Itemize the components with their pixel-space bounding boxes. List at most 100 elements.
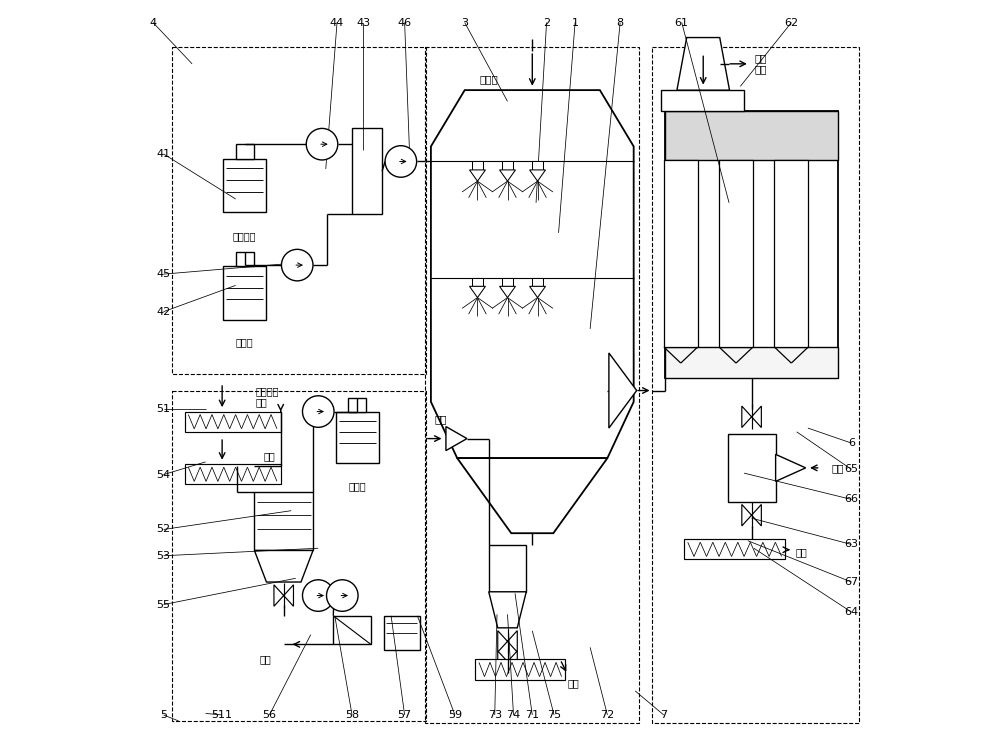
Text: 62: 62 — [784, 17, 798, 28]
Text: 工艺水: 工艺水 — [236, 337, 253, 348]
Polygon shape — [469, 170, 485, 181]
Polygon shape — [742, 505, 761, 526]
Circle shape — [306, 128, 338, 160]
Text: 74: 74 — [506, 710, 521, 720]
Bar — [652, 47, 859, 723]
Bar — [719, 161, 753, 347]
Text: 灰渣: 灰渣 — [260, 654, 272, 665]
Text: 59: 59 — [448, 710, 462, 720]
Polygon shape — [489, 592, 526, 628]
Bar — [336, 412, 379, 463]
Bar — [665, 111, 838, 161]
Polygon shape — [254, 550, 313, 582]
Text: 41: 41 — [156, 149, 171, 159]
Text: 64: 64 — [844, 607, 859, 617]
Text: 71: 71 — [525, 710, 539, 720]
Bar — [254, 492, 313, 550]
Text: 45: 45 — [156, 269, 171, 279]
Text: 灰渣: 灰渣 — [568, 678, 579, 689]
Polygon shape — [500, 170, 515, 181]
Text: 58: 58 — [345, 710, 359, 720]
Bar — [223, 158, 266, 213]
Circle shape — [327, 580, 358, 611]
Polygon shape — [609, 353, 637, 428]
Text: 54: 54 — [156, 469, 171, 480]
Text: 洁净
烟气: 洁净 烟气 — [754, 53, 767, 74]
Bar — [348, 398, 366, 412]
Circle shape — [281, 249, 313, 281]
Text: 46: 46 — [398, 17, 412, 28]
Circle shape — [302, 396, 334, 427]
Text: 玻璃工业
原料: 玻璃工业 原料 — [256, 386, 279, 407]
Bar — [472, 161, 483, 170]
Text: 44: 44 — [330, 17, 344, 28]
Bar — [185, 412, 281, 432]
Text: 67: 67 — [844, 577, 859, 587]
Bar — [684, 539, 785, 559]
Text: 热烟气: 热烟气 — [480, 74, 498, 84]
Text: 51: 51 — [157, 404, 171, 415]
Text: 空气: 空气 — [435, 414, 447, 424]
Bar — [489, 545, 526, 592]
Text: 43: 43 — [356, 17, 370, 28]
Polygon shape — [457, 458, 607, 533]
Polygon shape — [274, 585, 293, 606]
Text: 3: 3 — [461, 17, 468, 28]
Polygon shape — [530, 286, 546, 297]
Text: 511: 511 — [212, 710, 233, 720]
Bar — [532, 161, 543, 170]
Bar — [728, 434, 776, 502]
Text: 75: 75 — [547, 710, 561, 720]
Text: 过氧化氢: 过氧化氢 — [233, 231, 256, 242]
Bar — [172, 391, 426, 721]
Polygon shape — [498, 631, 517, 652]
Text: 52: 52 — [156, 524, 171, 535]
Text: 72: 72 — [600, 710, 615, 720]
Bar — [236, 144, 254, 158]
Bar — [236, 252, 254, 266]
Polygon shape — [500, 286, 515, 297]
Polygon shape — [530, 170, 546, 181]
Polygon shape — [469, 286, 485, 297]
Text: 55: 55 — [157, 599, 171, 610]
Text: 61: 61 — [675, 17, 689, 28]
Text: 工艺水: 工艺水 — [348, 481, 366, 492]
Bar — [532, 278, 543, 286]
Text: 53: 53 — [157, 550, 171, 561]
Text: 42: 42 — [156, 306, 171, 317]
Bar — [665, 347, 838, 378]
Text: 73: 73 — [488, 710, 502, 720]
Text: 65: 65 — [844, 464, 858, 475]
Polygon shape — [677, 38, 730, 90]
Polygon shape — [446, 427, 467, 451]
Bar — [502, 161, 513, 170]
Bar — [223, 266, 266, 320]
Polygon shape — [431, 90, 634, 458]
Bar — [352, 128, 382, 214]
Text: 66: 66 — [844, 494, 858, 505]
Text: 空气: 空气 — [832, 463, 844, 473]
Bar — [172, 47, 426, 374]
Text: 6: 6 — [848, 438, 855, 448]
Text: 2: 2 — [543, 17, 550, 28]
Bar — [774, 161, 808, 347]
Bar — [425, 47, 639, 723]
Text: 8: 8 — [617, 17, 624, 28]
Bar — [664, 161, 698, 347]
Circle shape — [385, 146, 417, 177]
Polygon shape — [742, 406, 761, 427]
Circle shape — [302, 580, 334, 611]
Bar — [475, 659, 565, 680]
Bar — [472, 278, 483, 286]
Bar — [384, 616, 420, 650]
Text: 5: 5 — [160, 710, 167, 720]
Text: 1: 1 — [572, 17, 579, 28]
Text: 灰渣: 灰渣 — [795, 547, 807, 557]
Bar — [661, 90, 744, 111]
Polygon shape — [776, 454, 806, 481]
Bar — [333, 616, 371, 644]
Bar — [502, 278, 513, 286]
Text: 灰渣: 灰渣 — [263, 451, 275, 461]
Text: 56: 56 — [262, 710, 276, 720]
Text: 4: 4 — [149, 17, 157, 28]
